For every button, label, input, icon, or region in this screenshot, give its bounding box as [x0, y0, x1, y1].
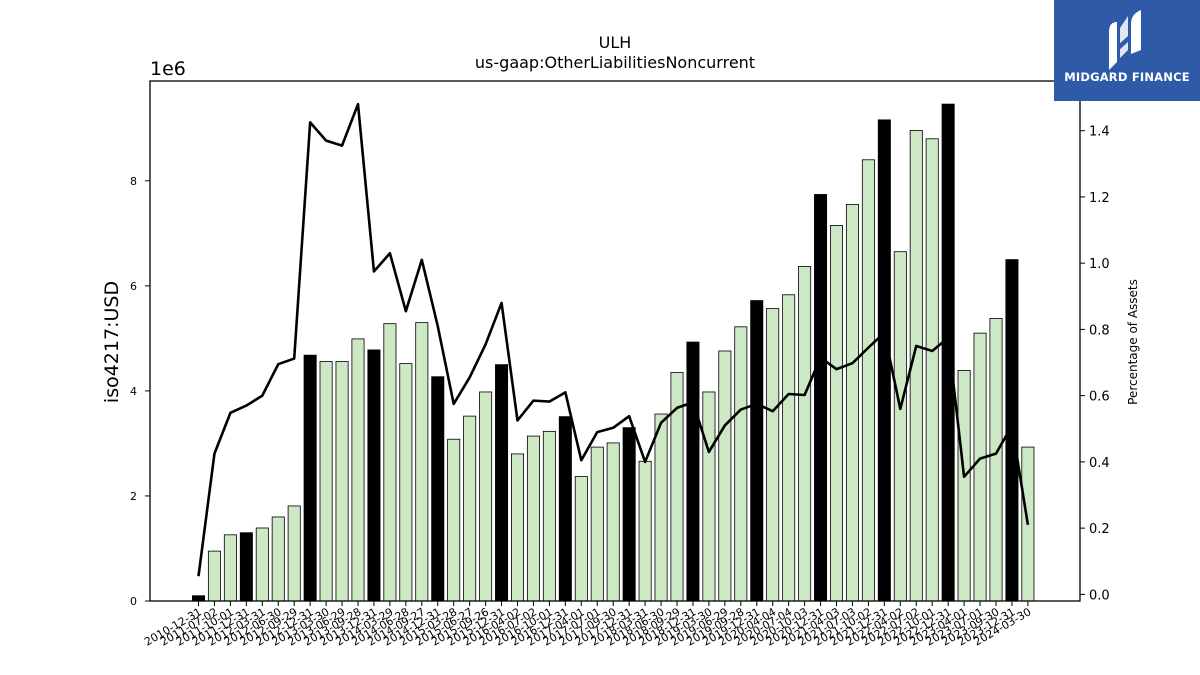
bar-2019-06-29 — [718, 350, 732, 602]
bar-2012-06-30 — [271, 516, 285, 602]
bar-2015-06-27 — [463, 415, 477, 602]
chart-title: ULH — [599, 33, 632, 52]
bar-2019-03-30 — [702, 391, 716, 602]
bar-2013-03-30 — [319, 361, 333, 602]
percentage-line — [197, 102, 1030, 577]
bar-2023-09-30 — [989, 318, 1003, 602]
brand-name: MIDGARD FINANCE — [1064, 70, 1190, 84]
y2-tick-label: 1.0 — [1089, 257, 1110, 272]
y-tick-label: 8 — [130, 175, 137, 188]
y-axis-label: iso4217:USD — [101, 281, 123, 403]
y-tick-label: 0 — [130, 595, 137, 608]
bar-2014-12-31 — [431, 376, 445, 602]
y2-tick-label: 0.2 — [1089, 522, 1110, 537]
bar-2017-09-30 — [606, 442, 620, 602]
plot-frame — [149, 80, 1081, 602]
bar-2021-10-02 — [861, 159, 875, 602]
bar-2011-10-01 — [223, 534, 237, 602]
bar-2021-07-03 — [845, 204, 859, 602]
bar-2021-12-31 — [877, 119, 891, 602]
y2-tick-label: 0.0 — [1089, 588, 1110, 603]
bar-2017-12-31 — [622, 427, 636, 602]
bar-2018-06-30 — [654, 413, 668, 602]
bar-2016-10-01 — [542, 430, 556, 602]
y-axis-offset-label: 1e6 — [150, 58, 186, 80]
brand-logo: MIDGARD FINANCE — [1054, 0, 1200, 101]
bar-2023-04-01 — [957, 370, 971, 602]
y-tick-label: 4 — [130, 385, 137, 398]
bar-2014-06-28 — [399, 363, 413, 602]
bar-2022-04-02 — [893, 251, 907, 602]
midgard-logo-icon — [1109, 10, 1141, 70]
y-tick-label: 6 — [130, 280, 137, 293]
bar-2014-03-29 — [383, 323, 397, 602]
y-tick-label: 2 — [130, 490, 137, 503]
bar-2013-09-28 — [351, 338, 365, 602]
bar-2015-03-28 — [447, 438, 461, 602]
x-axis-ticks: 2010-12-312011-07-022011-10-012011-12-31… — [142, 601, 1033, 649]
bar-2013-12-31 — [367, 349, 381, 602]
bar-2014-09-27 — [415, 322, 429, 602]
line-series — [197, 102, 1030, 577]
bar-2019-09-28 — [734, 326, 748, 602]
bar-2022-12-31 — [941, 103, 955, 602]
bar-2020-10-03 — [798, 266, 812, 602]
bar-2015-09-26 — [479, 391, 493, 602]
bar-2010-12-31 — [191, 595, 205, 602]
bar-2018-03-31 — [638, 460, 652, 602]
y-axis-ticks: 0 2 4 6 8 — [130, 175, 150, 608]
bar-2011-12-31 — [239, 532, 253, 602]
bar-2020-07-04 — [782, 294, 796, 602]
chart-subtitle: us-gaap:OtherLiabilitiesNoncurrent — [475, 53, 755, 72]
bar-2017-07-01 — [590, 446, 604, 602]
bar-2023-07-01 — [973, 332, 987, 602]
bar-2016-12-31 — [558, 416, 572, 602]
bar-2016-04-02 — [510, 453, 524, 602]
bar-2015-12-31 — [495, 364, 509, 602]
y2-tick-label: 0.6 — [1089, 390, 1110, 405]
y2-tick-label: 0.8 — [1089, 323, 1110, 338]
bar-2017-04-01 — [574, 476, 588, 602]
y2-tick-label: 1.2 — [1089, 191, 1110, 206]
bar-2016-07-02 — [526, 435, 540, 602]
bar-2012-09-29 — [287, 505, 301, 602]
y2-axis-ticks: 0.0 0.2 0.4 0.6 0.8 1.0 1.2 1.4 — [1080, 125, 1110, 603]
bar-2012-12-31 — [303, 354, 317, 602]
bar-2021-04-03 — [830, 225, 844, 602]
bar-2012-03-31 — [255, 527, 269, 602]
bar-2020-04-04 — [766, 308, 780, 602]
bar-2022-10-01 — [925, 138, 939, 602]
bar-2020-12-31 — [814, 194, 828, 602]
bar-2018-12-31 — [686, 341, 700, 602]
bar-2019-12-31 — [750, 300, 764, 602]
bar-2011-07-02 — [207, 550, 221, 602]
y2-tick-label: 0.4 — [1089, 456, 1110, 471]
bar-series — [191, 103, 1035, 602]
y2-tick-label: 1.4 — [1089, 125, 1110, 140]
bar-2013-06-29 — [335, 361, 349, 602]
y2-axis-label: Percentage of Assets — [1126, 279, 1140, 405]
